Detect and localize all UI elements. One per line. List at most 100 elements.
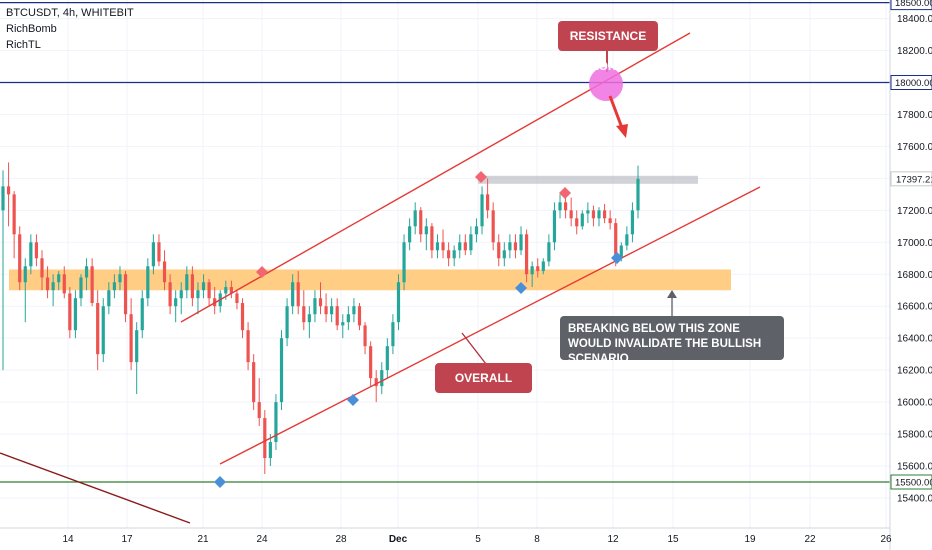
resistance-zone-note[interactable]: RESISTANCE ZONE xyxy=(558,21,658,73)
candle-body xyxy=(541,261,545,272)
candle-body xyxy=(140,298,144,331)
candle-body xyxy=(630,210,635,235)
candle-body xyxy=(174,298,178,307)
candle-body xyxy=(563,202,568,211)
candle-body xyxy=(430,226,434,251)
price-axis[interactable]: 15400.00 15600.00 15800.00 16000.00 16200.00… xyxy=(889,0,932,550)
candle-body xyxy=(313,298,317,315)
candle-body xyxy=(196,290,200,299)
candle-body xyxy=(575,218,579,227)
candle-body xyxy=(146,266,150,299)
candle-body xyxy=(385,346,389,371)
candle-body xyxy=(352,306,356,315)
candle-body xyxy=(480,194,484,227)
price-tick-label: 16400.00 xyxy=(897,334,932,345)
candle-body xyxy=(408,226,412,243)
candle-body xyxy=(614,223,618,259)
candle-body xyxy=(45,277,50,291)
last-price-bg xyxy=(890,171,932,187)
pivot-low-marker xyxy=(214,476,226,488)
candle-body xyxy=(263,418,267,459)
price-tick-label: 15800.00 xyxy=(897,430,932,441)
invalidation-note[interactable]: BREAKING BELOW THIS ZONE WOULD INVALIDAT… xyxy=(560,316,784,365)
candle-body xyxy=(302,306,306,323)
candle-body xyxy=(463,242,467,251)
candle-body xyxy=(224,287,228,294)
time-axis[interactable]: 14 17 21 24 28 Dec 5 8 12 15 19 22 26 xyxy=(0,527,892,545)
legend-indicator-richbomb[interactable]: RichBomb xyxy=(6,23,57,35)
candle-body xyxy=(18,234,22,283)
candle-body xyxy=(168,282,172,307)
candle-body xyxy=(62,274,66,294)
time-tick-label: 26 xyxy=(880,534,892,545)
candle-body xyxy=(207,282,211,299)
candle-body xyxy=(474,226,479,235)
candle-body xyxy=(602,210,607,219)
pivot-high-marker xyxy=(256,266,268,278)
candle-body xyxy=(391,322,395,347)
candle-body xyxy=(625,234,629,246)
time-tick-label: 15 xyxy=(667,534,679,545)
candle-body xyxy=(357,306,362,326)
price-tick-label: 17000.00 xyxy=(897,238,932,249)
time-tick-label: 14 xyxy=(62,534,74,545)
candle-body xyxy=(257,402,261,419)
price-tick-label: 17200.00 xyxy=(897,206,932,217)
candle-body xyxy=(40,258,44,278)
candle-body xyxy=(452,250,456,259)
candle-body xyxy=(112,282,117,291)
price-tick-label: 17600.00 xyxy=(897,142,932,153)
price-tick-label: 18400.00 xyxy=(897,14,932,25)
resistance-box xyxy=(478,175,698,184)
candle-body xyxy=(374,378,378,387)
candle-body xyxy=(118,274,122,283)
candle-body xyxy=(201,282,206,291)
grid xyxy=(0,0,890,528)
candle-body xyxy=(1,186,5,211)
candle-body xyxy=(73,298,78,331)
support-zone-layer xyxy=(9,175,731,291)
candle-body xyxy=(246,330,250,363)
candle-body xyxy=(369,346,373,379)
long-trend-line xyxy=(0,452,191,524)
candle-body xyxy=(591,210,596,219)
level-label-bg xyxy=(890,474,932,490)
candle-body xyxy=(513,242,518,251)
candle-body xyxy=(107,290,111,307)
candle-body xyxy=(79,277,83,299)
candle-body xyxy=(57,274,61,283)
legend-indicator-richtl[interactable]: RichTL xyxy=(6,39,41,51)
rejection-arrow xyxy=(608,95,624,129)
time-tick-label: 8 xyxy=(534,534,540,545)
candle-body xyxy=(346,314,350,323)
candle-body xyxy=(424,226,428,235)
candle-body xyxy=(435,242,440,251)
pivot-high-marker xyxy=(475,171,487,183)
candles xyxy=(1,162,640,475)
candle-body xyxy=(235,293,239,304)
candle-body xyxy=(486,194,490,211)
candle-body xyxy=(162,261,167,283)
pivot-low-marker xyxy=(347,394,359,406)
candle-body xyxy=(68,293,72,331)
legend-symbol[interactable]: BTCUSDT, 4h, WHITEBIT xyxy=(6,7,134,19)
candle-body xyxy=(96,303,100,355)
price-tick-label: 17800.00 xyxy=(897,110,932,121)
candle-body xyxy=(413,210,417,227)
candle-body xyxy=(190,274,194,299)
candle-body xyxy=(185,274,189,291)
candle-body xyxy=(12,194,16,235)
candle-body xyxy=(268,442,272,459)
candle-body xyxy=(90,266,94,304)
invalidation-pointer-head xyxy=(667,290,677,298)
overall-bullish-note[interactable]: OVERALL BULLISH xyxy=(435,363,532,415)
candle-body xyxy=(536,266,540,272)
candle-body xyxy=(558,202,562,211)
candle-body xyxy=(402,242,406,283)
candle-body xyxy=(363,325,367,347)
candle-body xyxy=(157,242,161,262)
candle-body xyxy=(619,245,623,259)
candle-body xyxy=(179,290,183,299)
invalidation-note-line2: WOULD INVALIDATE THE BULLISH SCENARIO xyxy=(568,338,762,365)
